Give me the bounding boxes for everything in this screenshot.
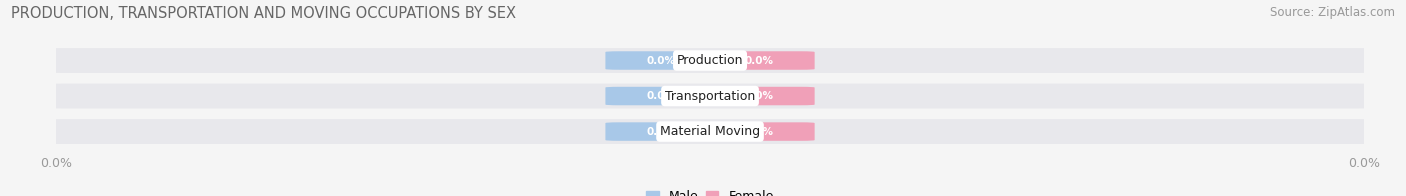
Text: PRODUCTION, TRANSPORTATION AND MOVING OCCUPATIONS BY SEX: PRODUCTION, TRANSPORTATION AND MOVING OC… (11, 6, 516, 21)
Text: Source: ZipAtlas.com: Source: ZipAtlas.com (1270, 6, 1395, 19)
Text: 0.0%: 0.0% (745, 55, 773, 65)
Text: 0.0%: 0.0% (745, 127, 773, 137)
FancyBboxPatch shape (37, 119, 1384, 144)
FancyBboxPatch shape (703, 51, 814, 70)
Text: 0.0%: 0.0% (647, 91, 675, 101)
Text: Material Moving: Material Moving (659, 125, 761, 138)
FancyBboxPatch shape (606, 122, 717, 141)
FancyBboxPatch shape (703, 122, 814, 141)
FancyBboxPatch shape (606, 87, 717, 105)
FancyBboxPatch shape (606, 51, 717, 70)
Text: Production: Production (676, 54, 744, 67)
FancyBboxPatch shape (37, 48, 1384, 73)
Text: Transportation: Transportation (665, 90, 755, 103)
Legend: Male, Female: Male, Female (644, 188, 776, 196)
FancyBboxPatch shape (37, 84, 1384, 108)
Text: 0.0%: 0.0% (647, 127, 675, 137)
Text: 0.0%: 0.0% (647, 55, 675, 65)
FancyBboxPatch shape (703, 87, 814, 105)
Text: 0.0%: 0.0% (745, 91, 773, 101)
